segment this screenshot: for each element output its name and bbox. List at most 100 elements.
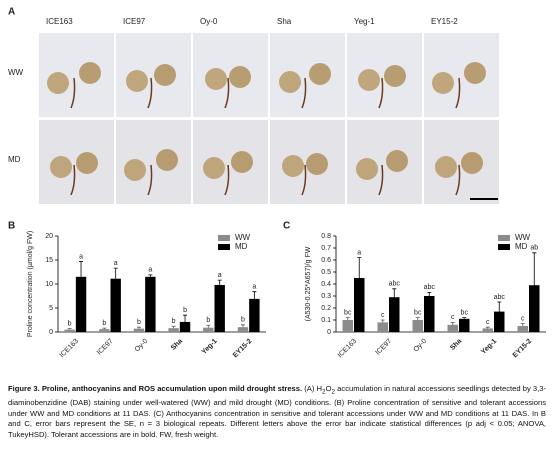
y-axis-label: (A530-0.25*A657)/g FW (305, 246, 312, 321)
x-tick-label: EY15-2 (512, 338, 534, 360)
error-bar (206, 324, 211, 328)
significance-letter: b (183, 307, 187, 314)
caption-sub: 2 (331, 388, 336, 396)
error-bar (345, 317, 350, 320)
significance-letter: abc (494, 294, 506, 301)
caption: Figure 3. Proline, anthocyanins and ROS … (8, 384, 546, 440)
y-tick-label: 0.5 (321, 269, 331, 276)
column-label: Yeg-1 (354, 17, 375, 26)
caption-sub: 2 (322, 388, 326, 396)
bar (517, 326, 528, 332)
y-tick-label: 0.1 (321, 317, 331, 324)
error-bar (380, 319, 385, 323)
cotyledon (461, 152, 483, 174)
cotyledon (384, 65, 406, 87)
panel-label: C (283, 221, 290, 232)
x-tick-label: ICE163 (337, 338, 359, 360)
significance-letter: abc (424, 284, 436, 291)
bar (110, 278, 121, 332)
legend-swatch (218, 235, 230, 241)
bar (203, 327, 214, 332)
x-tick-label: EY15-2 (232, 338, 254, 360)
significance-letter: b (68, 320, 72, 327)
significance-letter: b (137, 319, 141, 326)
column-label: ICE97 (123, 17, 146, 26)
hypocotyl (378, 164, 384, 196)
error-bar (357, 257, 362, 278)
error-bar (148, 274, 153, 277)
bar (99, 329, 110, 332)
bar (459, 318, 470, 332)
cotyledon (309, 63, 331, 85)
photo (347, 120, 422, 204)
photo (116, 120, 191, 204)
figure-panels: A ICE163 ICE97 Oy-0 Sha Yeg-1 EY15-2WWMDB0510… (8, 7, 546, 360)
legend-label: WW (235, 233, 251, 242)
photo (270, 33, 345, 117)
x-tick-label: Oy-0 (413, 338, 429, 354)
column-label: Oy-0 (200, 17, 218, 26)
cotyledon (356, 158, 378, 180)
legend-label: WW (515, 233, 531, 242)
y-tick-label: 0.3 (321, 293, 331, 300)
caption-title: Figure 3. Proline, anthocyanins and ROS … (8, 384, 303, 393)
cotyledon (126, 70, 148, 92)
y-axis-label: Proline concentration (µmol/g FW) (27, 231, 34, 337)
row-label: MD (8, 155, 21, 164)
y-tick-label: 20 (45, 233, 53, 240)
bar (75, 276, 87, 332)
significance-letter: c (451, 314, 455, 321)
bar (179, 321, 191, 332)
photo (39, 33, 114, 117)
error-bar (240, 324, 245, 328)
error-bar (532, 252, 537, 286)
significance-letter: c (521, 315, 525, 322)
x-tick-label: Sha (449, 338, 463, 352)
caption-text: (A) H (302, 384, 323, 393)
caption-text: accumulation in natural accessions seedl… (8, 384, 547, 439)
bar (133, 328, 145, 332)
y-tick-label: 5 (49, 305, 53, 312)
significance-letter: bc (414, 309, 422, 316)
bar (482, 328, 493, 332)
panel-label: A (8, 7, 15, 18)
y-tick-label: 0.8 (321, 233, 331, 240)
significance-letter: a (218, 272, 222, 279)
bar (354, 278, 365, 332)
hypocotyl (378, 77, 384, 109)
photo-grid (39, 33, 499, 204)
error-bar (520, 323, 525, 326)
significance-letter: a (148, 267, 152, 274)
bar (529, 285, 540, 332)
cotyledon (205, 68, 227, 90)
bar (389, 297, 400, 332)
cotyledon (435, 156, 457, 178)
bar (447, 324, 458, 332)
error-bar (67, 328, 72, 330)
hypocotyl (70, 164, 76, 196)
significance-letter: abc (389, 281, 401, 288)
error-bar (497, 301, 502, 312)
error-bar (102, 327, 107, 330)
bar (494, 311, 505, 332)
bar (249, 298, 260, 332)
error-bar (427, 292, 432, 296)
significance-letter: a (114, 260, 118, 267)
x-tick-label: ICE163 (59, 338, 81, 360)
significance-letter: a (79, 253, 83, 260)
bar (168, 328, 179, 332)
error-bar (462, 317, 467, 319)
bar (342, 320, 353, 332)
bar (214, 284, 225, 332)
hypocotyl (301, 77, 307, 109)
x-tick-label: Yeg-1 (480, 338, 498, 356)
bar (237, 327, 249, 332)
error-bar (79, 261, 84, 277)
significance-letter: bc (344, 309, 352, 316)
cotyledon (229, 66, 251, 88)
bar (145, 276, 156, 332)
error-bar (217, 279, 222, 285)
legend-swatch (218, 244, 230, 250)
cotyledon (203, 157, 225, 179)
